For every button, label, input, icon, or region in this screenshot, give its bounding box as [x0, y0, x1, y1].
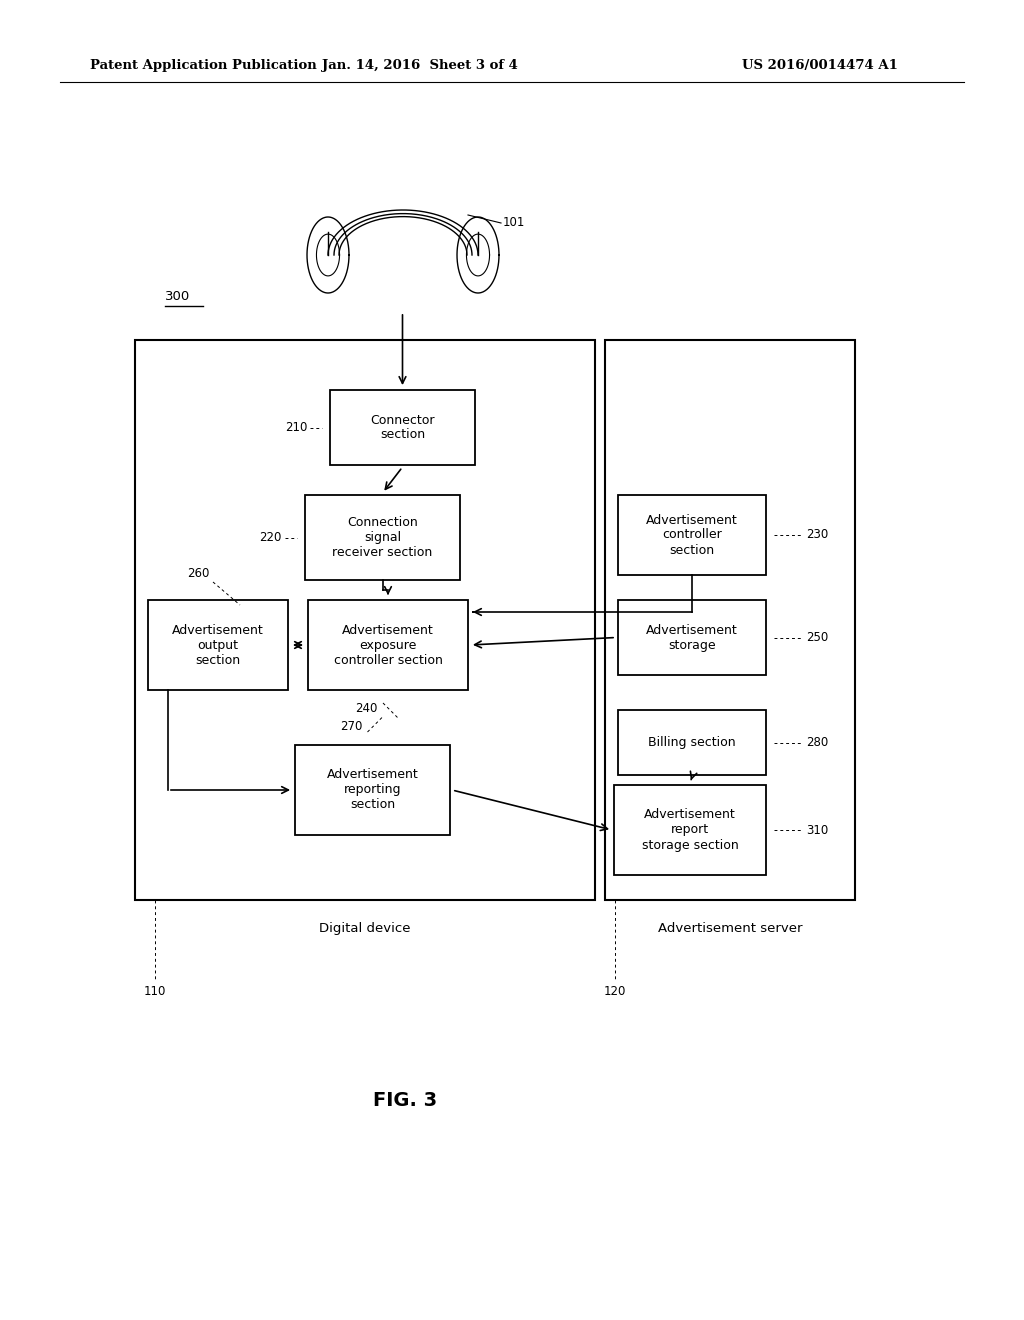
Text: 210: 210	[285, 421, 307, 434]
Text: US 2016/0014474 A1: US 2016/0014474 A1	[742, 58, 898, 71]
Text: Billing section: Billing section	[648, 737, 736, 748]
Bar	[330, 389, 475, 465]
Text: Advertisement
report
storage section: Advertisement report storage section	[642, 808, 738, 851]
Bar	[308, 601, 468, 690]
Text: FIG. 3: FIG. 3	[373, 1090, 437, 1110]
Text: 270: 270	[340, 719, 362, 733]
Bar	[618, 601, 766, 675]
Text: Connector
section: Connector section	[371, 413, 435, 441]
Text: 230: 230	[806, 528, 828, 541]
Text: 310: 310	[806, 824, 828, 837]
Text: Jan. 14, 2016  Sheet 3 of 4: Jan. 14, 2016 Sheet 3 of 4	[323, 58, 518, 71]
Bar	[295, 744, 450, 836]
Text: Advertisement server: Advertisement server	[657, 921, 802, 935]
Text: 260: 260	[187, 568, 210, 579]
Text: Advertisement
controller
section: Advertisement controller section	[646, 513, 738, 557]
Bar	[605, 341, 855, 900]
Bar	[614, 785, 766, 875]
Bar	[305, 495, 460, 579]
Text: Advertisement
output
section: Advertisement output section	[172, 623, 264, 667]
Text: 220: 220	[260, 531, 282, 544]
Bar	[148, 601, 288, 690]
Bar	[135, 341, 595, 900]
Text: Advertisement
storage: Advertisement storage	[646, 623, 738, 652]
Text: Connection
signal
receiver section: Connection signal receiver section	[333, 516, 432, 558]
Text: Advertisement
reporting
section: Advertisement reporting section	[327, 768, 419, 812]
Text: Digital device: Digital device	[319, 921, 411, 935]
Text: Patent Application Publication: Patent Application Publication	[90, 58, 316, 71]
Text: 300: 300	[165, 289, 190, 302]
Text: 110: 110	[143, 985, 166, 998]
Text: 101: 101	[503, 216, 525, 230]
Text: 280: 280	[806, 737, 828, 748]
Text: 250: 250	[806, 631, 828, 644]
Text: Advertisement
exposure
controller section: Advertisement exposure controller sectio…	[334, 623, 442, 667]
Text: 240: 240	[355, 702, 378, 715]
Bar	[618, 495, 766, 576]
Text: 120: 120	[604, 985, 627, 998]
Bar	[618, 710, 766, 775]
